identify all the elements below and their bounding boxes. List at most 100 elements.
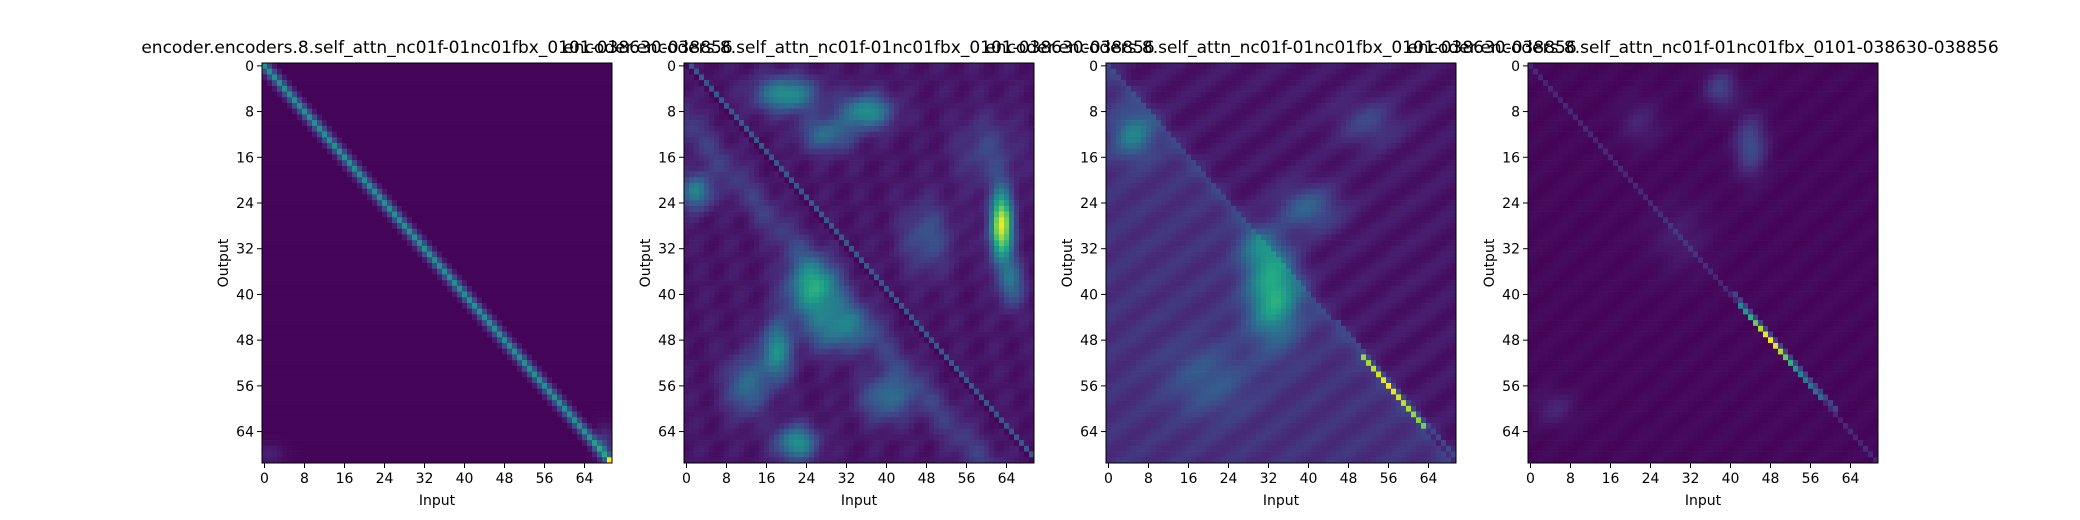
- heatmap-cell-p1-r57-c26: [392, 388, 398, 395]
- x-tick-label: 64: [576, 471, 594, 487]
- heatmap-cell-p1-r16-c51: [517, 154, 523, 161]
- heatmap-cell-p1-r39-c32: [422, 285, 428, 292]
- heatmap-cell-p1-r35-c23: [377, 263, 383, 270]
- heatmap-cell-p1-r27-c36: [442, 217, 448, 224]
- heatmap-cell-p1-r8-c68: [602, 108, 608, 115]
- heatmap-cell-p1-r40-c32: [422, 291, 428, 298]
- heatmap-cell-p1-r53-c34: [432, 365, 438, 372]
- heatmap-cell-p1-r13-c56: [542, 137, 548, 144]
- heatmap-cell-p1-r2-c44: [482, 74, 488, 81]
- heatmap-cell-p1-r7-c67: [597, 103, 603, 110]
- heatmap-cell-p1-r65-c52: [522, 434, 528, 441]
- heatmap-cell-p1-r31-c42: [472, 240, 478, 247]
- heatmap-cell-p1-r65-c5: [287, 434, 293, 441]
- heatmap-cell-p1-r46-c43: [477, 325, 483, 332]
- heatmap-cell-p1-r10-c55: [537, 120, 543, 127]
- heatmap-cell-p1-r63-c11: [317, 423, 323, 430]
- heatmap-cell-p1-r47-c33: [427, 331, 433, 338]
- heatmap-cell-p1-r35-c69: [607, 263, 613, 270]
- heatmap-cell-p1-r2-c19: [357, 74, 363, 81]
- y-axis-label: Output: [216, 238, 232, 287]
- heatmap-cell-p1-r4-c13: [327, 85, 333, 92]
- heatmap-cell-p1-r8-c33: [427, 108, 433, 115]
- heatmap-cell-p1-r45-c2: [272, 320, 278, 327]
- heatmap-cell-p1-r54-c14: [332, 371, 338, 378]
- heatmap-cell-p1-r17-c37: [447, 160, 453, 167]
- heatmap-cell-p1-r23-c67: [597, 194, 603, 201]
- heatmap-cell-p1-r63-c47: [497, 423, 503, 430]
- heatmap-cell-p1-r0-c42: [472, 63, 478, 70]
- heatmap-cell-p1-r52-c63: [577, 360, 583, 367]
- heatmap-cell-p1-r22-c10: [312, 188, 318, 195]
- heatmap-cell-p1-r37-c12: [322, 274, 328, 281]
- heatmap-cell-p1-r18-c45: [487, 165, 493, 172]
- heatmap-cell-p1-r29-c20: [362, 228, 368, 235]
- heatmap-cell-p1-r16-c30: [412, 154, 418, 161]
- heatmap-cell-p1-r55-c60: [562, 377, 568, 384]
- heatmap-cell-p1-r12-c68: [602, 131, 608, 138]
- heatmap-cell-p1-r5-c57: [547, 91, 553, 98]
- heatmap-cell-p1-r16-c62: [572, 154, 578, 161]
- heatmap-cell-p1-r32-c32: [422, 245, 428, 252]
- heatmap-cell-p1-r57-c5: [287, 388, 293, 395]
- heatmap-cell-p1-r46-c47: [497, 325, 503, 332]
- heatmap-cell-p1-r15-c12: [322, 148, 328, 155]
- heatmap-cell-p1-r35-c22: [372, 263, 378, 270]
- heatmap-cell-p1-r21-c66: [592, 183, 598, 190]
- heatmap-cell-p1-r42-c51: [517, 303, 523, 310]
- heatmap-cell-p1-r9-c49: [507, 114, 513, 121]
- heatmap-cell-p1-r24-c14: [332, 200, 338, 207]
- heatmap-cell-p1-r64-c40: [462, 428, 468, 435]
- heatmap-cell-p1-r49-c60: [562, 343, 568, 350]
- heatmap-cell-p1-r9-c58: [552, 114, 558, 121]
- heatmap-cell-p1-r16-c15: [337, 154, 343, 161]
- heatmap-cell-p1-r45-c67: [597, 320, 603, 327]
- heatmap-cell-p1-r2-c53: [527, 74, 533, 81]
- heatmap-cell-p1-r49-c35: [437, 343, 443, 350]
- heatmap-cell-p1-r62-c26: [392, 417, 398, 424]
- heatmap-cell-p1-r42-c41: [467, 303, 473, 310]
- heatmap-cell-p1-r55-c0: [262, 377, 268, 384]
- heatmap-cell-p1-r69-c55: [537, 457, 543, 464]
- heatmap-cell-p1-r47-c67: [597, 331, 603, 338]
- heatmap-cell-p1-r50-c51: [517, 348, 523, 355]
- heatmap-cell-p1-r18-c39: [457, 165, 463, 172]
- heatmap-cell-p1-r36-c35: [437, 268, 443, 275]
- heatmap-cell-p1-r2-c13: [327, 74, 333, 81]
- heatmap-cell-p1-r46-c20: [362, 325, 368, 332]
- heatmap-cell-p1-r10-c57: [547, 120, 553, 127]
- heatmap-cell-p1-r1-c3: [277, 68, 283, 75]
- heatmap-cell-p1-r20-c62: [572, 177, 578, 184]
- heatmap-cell-p1-r9-c47: [497, 114, 503, 121]
- heatmap-cell-p1-r62-c40: [462, 417, 468, 424]
- heatmap-cell-p1-r42-c45: [487, 303, 493, 310]
- heatmap-cell-p1-r14-c43: [477, 143, 483, 150]
- heatmap-cell-p1-r7-c26: [392, 103, 398, 110]
- heatmap-cell-p1-r23-c50: [512, 194, 518, 201]
- heatmap-cell-p1-r18-c36: [442, 165, 448, 172]
- heatmap-cell-p1-r20-c28: [402, 177, 408, 184]
- heatmap-cell-p1-r63-c35: [437, 423, 443, 430]
- heatmap-cell-p1-r51-c23: [377, 354, 383, 361]
- heatmap-cell-p1-r66-c10: [312, 440, 318, 447]
- heatmap-cell-p1-r11-c44: [482, 125, 488, 132]
- heatmap-cell-p1-r41-c5: [287, 297, 293, 304]
- heatmap-cell-p1-r0-c14: [332, 63, 338, 70]
- heatmap-cell-p1-r6-c42: [472, 97, 478, 104]
- heatmap-cell-p1-r17-c44: [482, 160, 488, 167]
- heatmap-cell-p1-r30-c41: [467, 234, 473, 241]
- heatmap-cell-p1-r65-c56: [542, 434, 548, 441]
- heatmap-cell-p1-r4-c36: [442, 85, 448, 92]
- heatmap-cell-p1-r39-c51: [517, 285, 523, 292]
- heatmap-cell-p1-r19-c30: [412, 171, 418, 178]
- heatmap-cell-p1-r37-c15: [337, 274, 343, 281]
- heatmap-cell-p1-r52-c19: [357, 360, 363, 367]
- heatmap-cell-p1-r19-c58: [552, 171, 558, 178]
- heatmap-cell-p1-r18-c9: [307, 165, 313, 172]
- heatmap-cell-p1-r14-c36: [442, 143, 448, 150]
- heatmap-cell-p1-r6-c15: [337, 97, 343, 104]
- heatmap-cell-p1-r64-c24: [382, 428, 388, 435]
- heatmap-cell-p1-r34-c39: [457, 257, 463, 264]
- heatmap-cell-p1-r49-c10: [312, 343, 318, 350]
- heatmap-cell-p1-r6-c1: [267, 97, 273, 104]
